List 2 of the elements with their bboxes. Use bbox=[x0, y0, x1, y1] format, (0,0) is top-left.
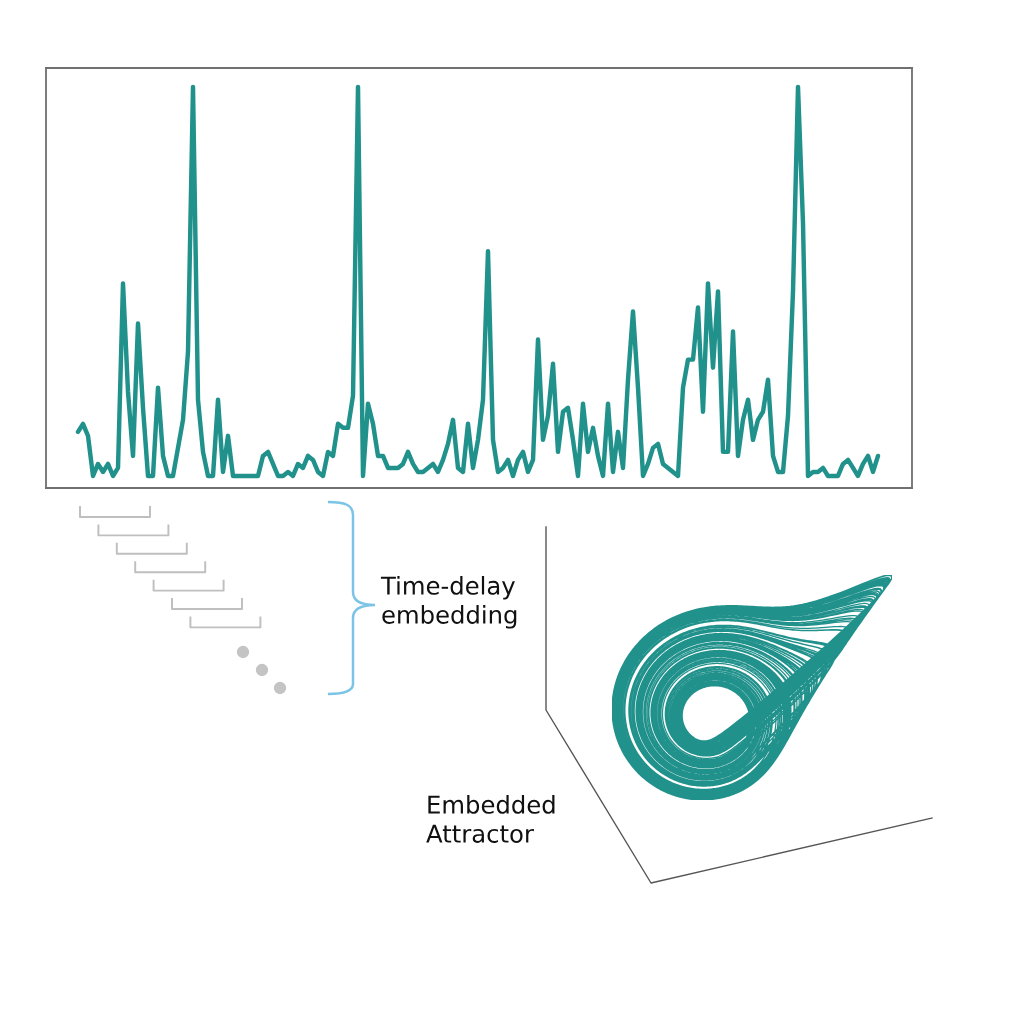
text: Embedded Attractor bbox=[426, 795, 555, 843]
text: Time-delay embedding bbox=[380, 576, 517, 629]
